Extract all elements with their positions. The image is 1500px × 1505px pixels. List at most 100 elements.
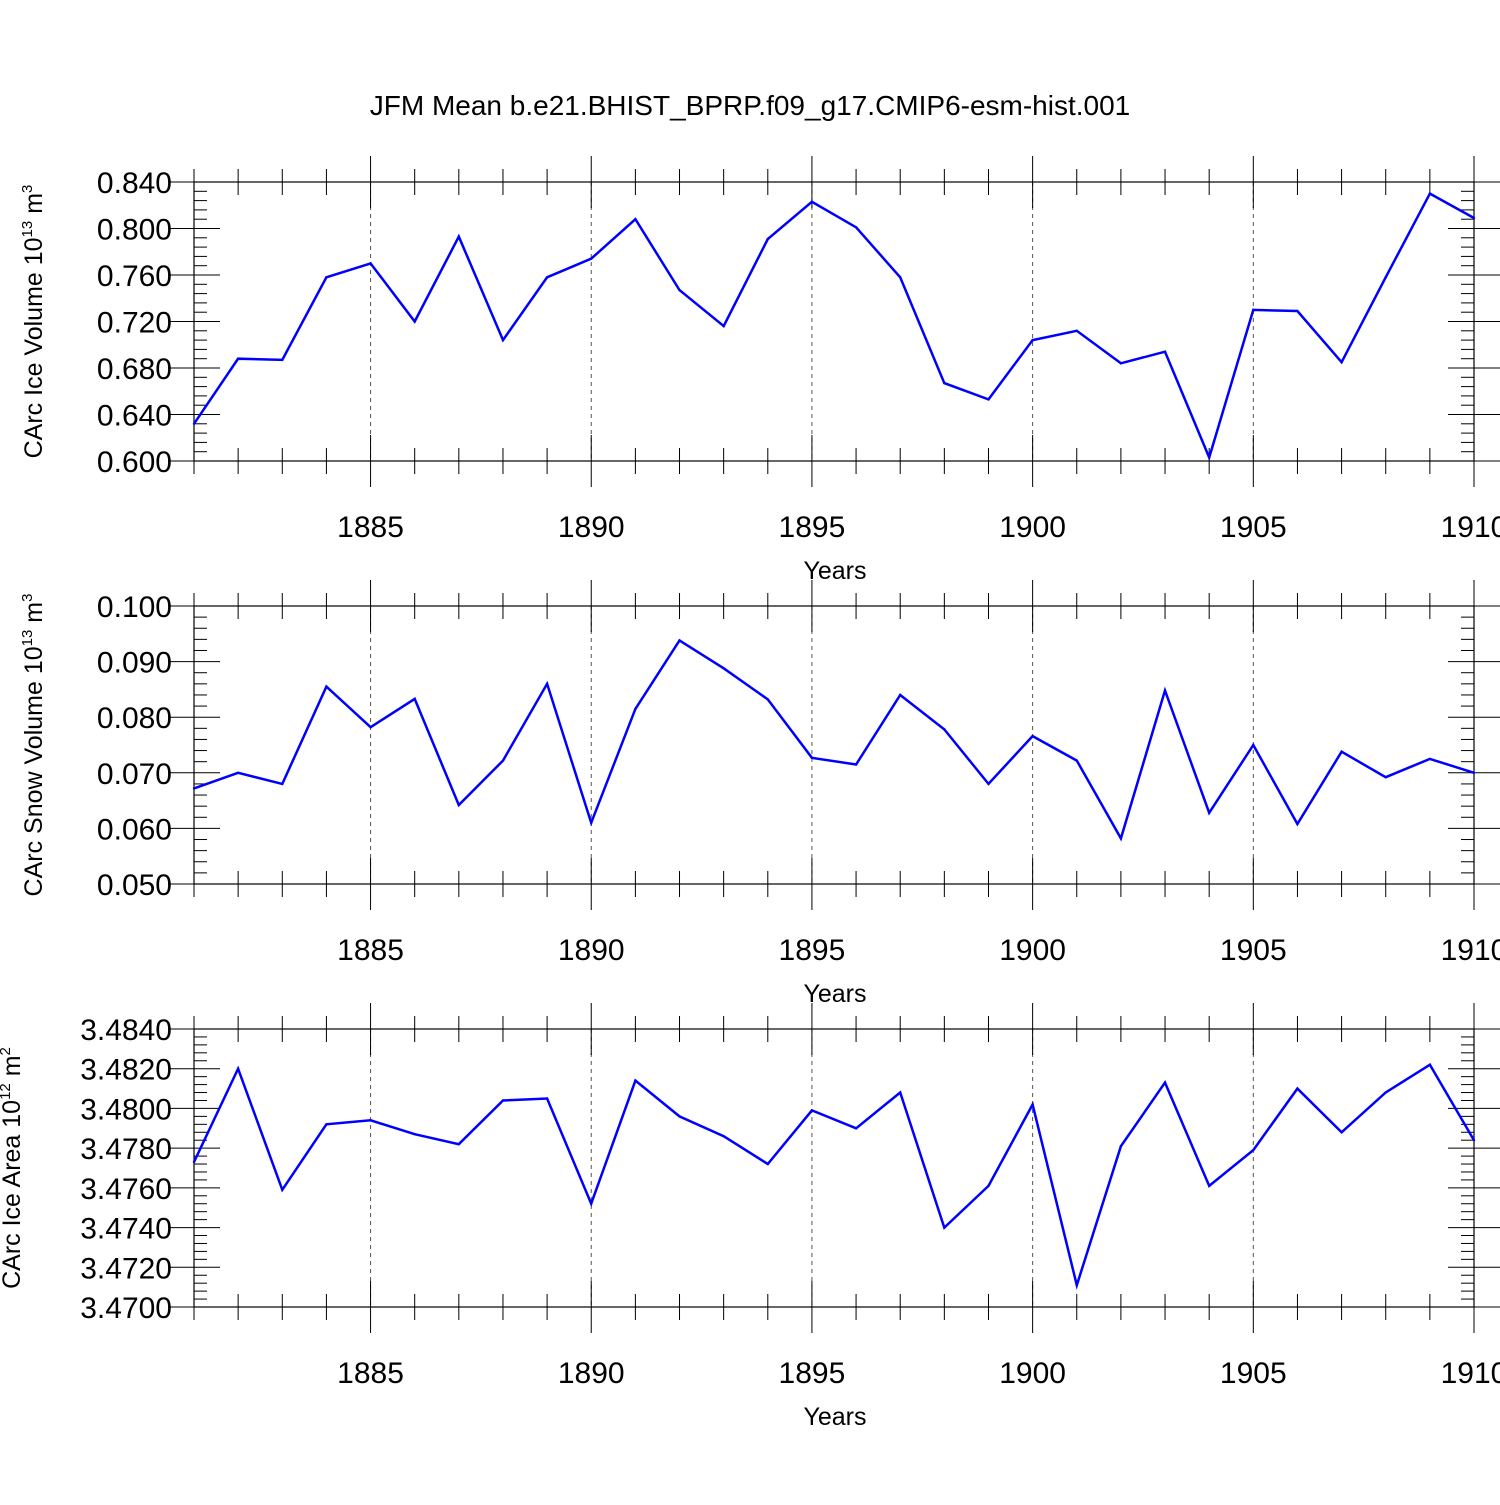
data-point [634, 707, 637, 711]
data-point [722, 324, 725, 328]
data-point [854, 1127, 858, 1130]
x-tick-label: 1890 [558, 511, 625, 544]
data-point [192, 787, 196, 790]
y-tick-label: 0.720 [97, 307, 172, 340]
data-point [590, 821, 593, 825]
data-point [281, 358, 284, 362]
x-tick-label: 1895 [779, 934, 846, 967]
data-point [1163, 350, 1167, 353]
x-tick-label: 1900 [999, 1357, 1066, 1390]
data-point [810, 1109, 814, 1112]
data-point [899, 693, 902, 697]
data-point [325, 685, 328, 688]
data-point [1207, 456, 1211, 459]
y-axis-label-part: CArc Ice Area 10 [0, 1100, 26, 1289]
x-tick-label: 1900 [999, 934, 1066, 967]
data-point [545, 1097, 549, 1100]
y-axis-label-part: 2 [0, 1047, 14, 1055]
x-tick-label: 1890 [558, 934, 625, 967]
data-point [987, 782, 990, 786]
y-tick-label: 0.640 [97, 400, 172, 433]
x-tick-label: 1895 [779, 511, 846, 544]
data-point [1428, 192, 1432, 195]
data-point [236, 771, 240, 774]
figure-title: JFM Mean b.e21.BHIST_BPRP.f09_g17.CMIP6-… [369, 90, 1131, 121]
y-tick-label: 3.4720 [80, 1252, 172, 1285]
y-axis-label-part: m [0, 1055, 26, 1083]
data-point [545, 682, 549, 686]
y-tick-label: 0.800 [97, 214, 172, 247]
y-tick-label: 0.070 [97, 758, 172, 791]
data-point [501, 759, 505, 762]
y-axis-label-part: CArc Ice Volume 10 [20, 237, 48, 458]
data-point [590, 1202, 593, 1205]
y-axis-label-part: CArc Snow Volume 10 [20, 646, 48, 896]
data-point [1384, 776, 1387, 779]
data-point [1119, 837, 1123, 840]
data-point [1075, 329, 1078, 332]
data-point [457, 235, 461, 238]
plot-frame [193, 181, 1475, 462]
data-point [1296, 1087, 1299, 1090]
data-point [766, 237, 769, 241]
data-point [854, 763, 858, 766]
x-axis-label: Years [803, 557, 866, 585]
data-point [943, 728, 946, 731]
data-point [722, 667, 725, 670]
data-point [634, 218, 637, 221]
y-tick-label: 3.4760 [80, 1173, 172, 1206]
y-axis-label-part: m [20, 602, 48, 630]
y-tick-label: 3.4740 [80, 1213, 172, 1246]
data-point [281, 782, 284, 786]
data-point [810, 756, 814, 759]
data-point [325, 1123, 328, 1126]
data-point [1296, 309, 1299, 313]
data-point [457, 1142, 461, 1146]
data-point [236, 357, 240, 360]
data-point [722, 1135, 725, 1138]
data-point [1252, 743, 1255, 747]
data-point [1428, 1063, 1432, 1066]
series-line [192, 1062, 1476, 1290]
y-axis-label: CArc Ice Volume 1013 m3 [19, 185, 48, 459]
y-tick-label: 0.060 [97, 813, 172, 846]
data-point [1119, 1144, 1123, 1148]
data-point [369, 1119, 372, 1122]
data-point [987, 1184, 990, 1188]
data-point [1031, 734, 1034, 738]
data-point [369, 262, 372, 265]
data-point [1252, 308, 1255, 312]
plot-frame [193, 1028, 1475, 1308]
x-tick-label: 1905 [1220, 511, 1287, 544]
y-axis-label-part: 13 [19, 630, 36, 647]
data-point [1472, 1139, 1476, 1142]
data-point [1340, 750, 1343, 753]
series-line [192, 191, 1475, 462]
data-point [1031, 1103, 1034, 1106]
data-point [1207, 1184, 1211, 1188]
y-tick-label: 0.680 [97, 353, 172, 386]
data-point [192, 422, 196, 425]
y-axis-label: CArc Ice Area 1012 m2 [0, 1047, 26, 1289]
data-point [899, 276, 902, 279]
data-point [236, 1067, 240, 1070]
data-point [501, 338, 505, 342]
x-tick-label: 1885 [337, 934, 404, 967]
data-point [899, 1091, 902, 1094]
data-point [413, 1133, 416, 1136]
x-tick-label: 1895 [779, 1357, 846, 1390]
data-point [457, 803, 461, 807]
x-tick-label: 1905 [1220, 1357, 1287, 1390]
y-axis-label-part: 13 [19, 221, 36, 238]
x-tick-label: 1910 [1441, 1357, 1500, 1390]
y-tick-label: 3.4840 [80, 1014, 172, 1047]
plot-frame [193, 605, 1475, 885]
y-axis-label: CArc Snow Volume 1013 m3 [19, 594, 48, 897]
data-point [1384, 1091, 1387, 1094]
data-point [678, 1115, 681, 1118]
data-point [1340, 360, 1343, 364]
data-point [678, 639, 681, 642]
data-point [943, 381, 946, 385]
data-point [413, 697, 416, 701]
